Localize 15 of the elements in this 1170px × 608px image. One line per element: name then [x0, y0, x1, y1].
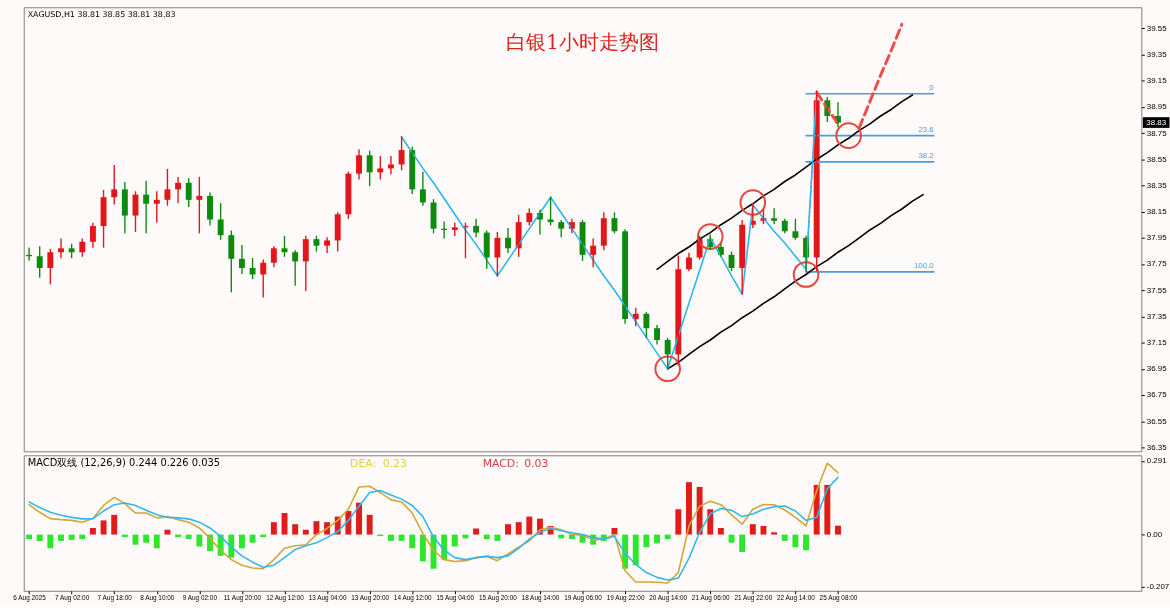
y-tick-label: 36.75 — [1146, 390, 1168, 400]
y-tick-label: 0.00 — [1146, 530, 1163, 540]
annotation: MACD: — [482, 457, 519, 471]
y-tick-label: 0.291 — [1146, 456, 1168, 466]
annotation: DEA: — [350, 457, 377, 471]
annotation: MACD双线 (12,26,9) 0.244 0.226 0.035 — [27, 457, 221, 469]
annotation: 0.03 — [524, 457, 549, 471]
annotation: 0.23 — [382, 457, 408, 471]
y-tick-label: 37.15 — [1146, 338, 1168, 348]
y-tick-label: 37.55 — [1146, 285, 1168, 295]
y-tick-label: -0.207 — [1146, 582, 1170, 592]
y-tick-label: 36.55 — [1146, 416, 1168, 426]
y-tick-label: 36.95 — [1146, 364, 1168, 374]
y-tick-label: 37.35 — [1146, 311, 1168, 321]
y-tick-label: 36.35 — [1146, 442, 1168, 452]
